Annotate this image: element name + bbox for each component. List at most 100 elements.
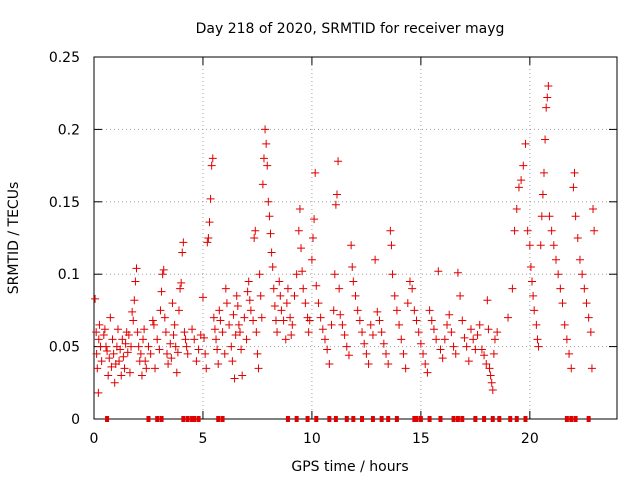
- data-point: [521, 139, 530, 148]
- zero-marker: [327, 416, 332, 422]
- data-point: [469, 335, 478, 344]
- data-point: [538, 190, 547, 199]
- data-point: [477, 345, 486, 354]
- data-point: [256, 291, 265, 300]
- data-point: [258, 180, 267, 189]
- data-point: [526, 262, 535, 271]
- zero-marker: [451, 416, 456, 422]
- data-point: [254, 364, 263, 373]
- data-point: [560, 320, 569, 329]
- axis-ticks: 0 0.05 0.1 0.15 0.2 0.25 0 5 10 15 20: [49, 50, 617, 447]
- data-point: [525, 241, 534, 250]
- data-point: [160, 313, 169, 322]
- data-point: [118, 335, 127, 344]
- data-point: [528, 277, 537, 286]
- data-point: [148, 316, 157, 325]
- data-point: [246, 306, 255, 315]
- data-point: [587, 364, 596, 373]
- data-point: [379, 339, 388, 348]
- data-point: [362, 349, 371, 358]
- data-point: [584, 313, 593, 322]
- data-point: [580, 284, 589, 293]
- data-point: [203, 238, 212, 247]
- data-point: [212, 335, 221, 344]
- data-point: [453, 268, 462, 277]
- zero-marker: [344, 416, 349, 422]
- data-point: [92, 349, 101, 358]
- data-point: [408, 284, 417, 293]
- data-point: [314, 299, 323, 308]
- data-point: [192, 357, 201, 366]
- data-point: [299, 284, 308, 293]
- data-point: [178, 248, 187, 257]
- data-point: [167, 354, 176, 363]
- data-point: [523, 226, 532, 235]
- data-point: [130, 296, 139, 305]
- data-point: [164, 359, 173, 368]
- data-point: [427, 316, 436, 325]
- data-point: [330, 270, 339, 279]
- data-point: [176, 284, 185, 293]
- data-point: [137, 371, 146, 380]
- data-point: [276, 291, 285, 300]
- data-point: [244, 277, 253, 286]
- data-point: [255, 270, 264, 279]
- zero-marker: [216, 416, 221, 422]
- data-point: [294, 226, 303, 235]
- data-point: [279, 316, 288, 325]
- data-point: [419, 349, 428, 358]
- data-point: [504, 313, 513, 322]
- data-point: [371, 255, 380, 264]
- data-point: [464, 357, 473, 366]
- data-point: [480, 351, 489, 360]
- y-tick-label: 0.25: [49, 50, 80, 66]
- data-point: [397, 335, 406, 344]
- data-point: [436, 345, 445, 354]
- data-point: [156, 306, 165, 315]
- data-point: [485, 364, 494, 373]
- data-point: [569, 183, 578, 192]
- plot-frame: [93, 56, 618, 420]
- data-point: [208, 154, 217, 163]
- data-point: [92, 328, 101, 337]
- data-point: [282, 299, 291, 308]
- data-point: [259, 154, 268, 163]
- data-point: [270, 302, 279, 311]
- data-point: [304, 328, 313, 337]
- data-point: [532, 320, 541, 329]
- data-point: [101, 342, 110, 351]
- data-point: [190, 335, 199, 344]
- data-point: [586, 328, 595, 337]
- data-point: [136, 349, 145, 358]
- data-point: [266, 229, 275, 238]
- zero-marker: [159, 416, 164, 422]
- data-point: [387, 241, 396, 250]
- data-point: [91, 294, 100, 303]
- data-point: [215, 306, 224, 315]
- x-axis-label: GPS time / hours: [291, 459, 408, 475]
- data-point: [106, 313, 115, 322]
- data-point: [332, 190, 341, 199]
- data-point: [209, 313, 218, 322]
- data-point: [571, 212, 580, 221]
- data-point: [533, 335, 542, 344]
- data-point: [174, 306, 183, 315]
- data-point: [234, 320, 243, 329]
- data-point: [269, 284, 278, 293]
- data-point: [344, 351, 353, 360]
- data-point: [140, 325, 149, 334]
- data-point: [382, 349, 391, 358]
- data-point: [549, 241, 558, 250]
- zero-marker: [460, 416, 465, 422]
- data-point: [590, 226, 599, 235]
- data-point: [173, 348, 182, 357]
- data-point: [119, 352, 128, 361]
- data-point: [558, 299, 567, 308]
- data-point: [399, 349, 408, 358]
- data-point: [125, 368, 134, 377]
- data-point: [421, 359, 430, 368]
- data-point: [182, 342, 191, 351]
- data-point: [318, 325, 327, 334]
- data-point: [358, 328, 367, 337]
